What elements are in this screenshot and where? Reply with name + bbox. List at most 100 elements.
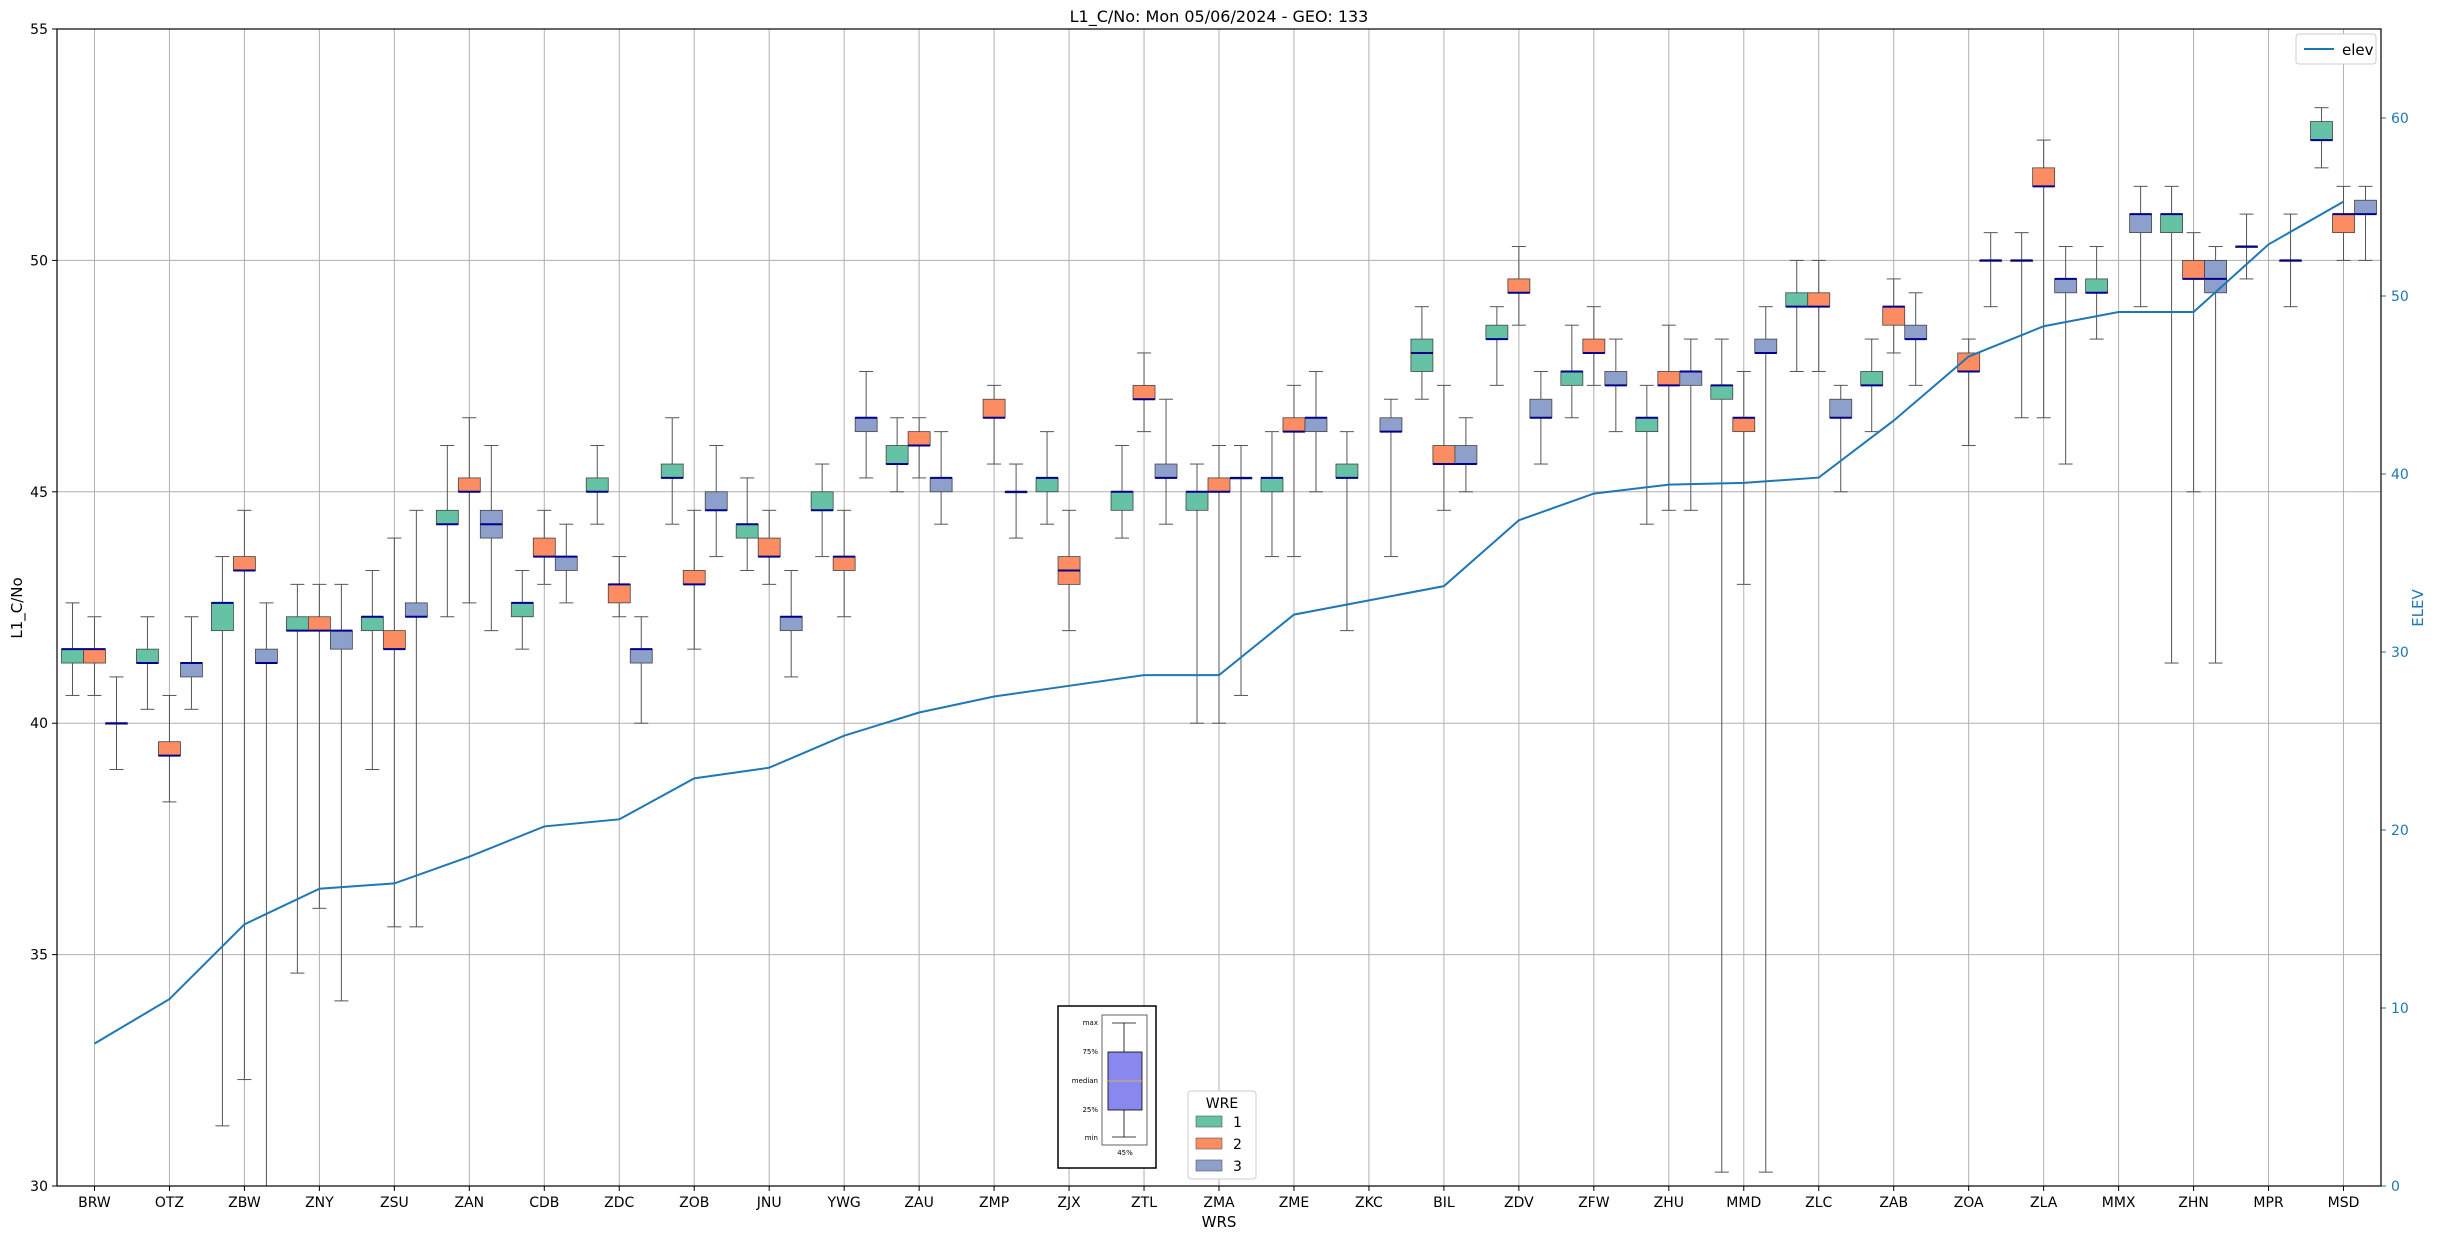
y-tick-label: 50 xyxy=(30,253,48,269)
wre-legend-swatch-2 xyxy=(1195,1137,1223,1150)
box-wre-2-CDB xyxy=(532,509,556,585)
box-body xyxy=(757,537,781,557)
box-wre-3-ZKC xyxy=(1379,398,1403,558)
x-tick-label: MMD xyxy=(1726,1195,1761,1211)
box-wre-1-ZMA xyxy=(1185,463,1209,724)
x-tick-label: MSD xyxy=(2328,1195,2360,1211)
x-tick-label: ZMP xyxy=(979,1195,1009,1211)
box-body xyxy=(61,648,84,664)
box-wre-2-ZHU xyxy=(1657,324,1681,511)
box-body xyxy=(1732,417,1756,433)
x-axis-label: WRS xyxy=(1202,1213,1237,1231)
key-label-q1: 25% xyxy=(1082,1106,1098,1114)
x-tick-label: ZBW xyxy=(228,1195,261,1211)
box-wre-3-ZAN xyxy=(479,445,503,632)
box-wre-3-MSD xyxy=(2354,185,2377,261)
box-wre-1-ZAB xyxy=(1860,338,1884,433)
box-wre-2-BRW xyxy=(83,616,106,696)
x-tick-label: ZDV xyxy=(1504,1195,1534,1211)
box-body xyxy=(1860,371,1884,386)
x-tick-label: ZLA xyxy=(2030,1195,2058,1211)
box-body xyxy=(1485,324,1509,340)
box-body xyxy=(2310,121,2333,141)
box-wre-3-ZOB xyxy=(704,445,728,558)
box-wre-1-OTZ xyxy=(136,616,159,710)
key-label-max: max xyxy=(1083,1019,1098,1027)
x-tick-label: ZMA xyxy=(1203,1195,1235,1211)
box-body xyxy=(83,648,106,664)
x-tick-label: ZTL xyxy=(1131,1195,1157,1211)
box-wre-1-BRW xyxy=(61,602,84,696)
y-tick-label: 40 xyxy=(30,716,48,732)
box-body xyxy=(1154,463,1178,479)
box-wre-3-ZFW xyxy=(1604,338,1628,433)
box-wre-2-ZLA xyxy=(2032,139,2056,419)
box-wre-3-ZNY xyxy=(329,583,353,1002)
box-wre-1-ZHN xyxy=(2160,185,2183,664)
box-wre-3-ZBW xyxy=(255,602,278,1187)
box-body xyxy=(885,445,909,465)
box-wre-1-ZBW xyxy=(211,556,234,1127)
box-wre-1-ZFW xyxy=(1560,324,1584,419)
box-body xyxy=(982,398,1006,419)
box-body xyxy=(457,477,481,493)
box-wre-3-ZMA xyxy=(1229,445,1253,696)
box-wre-2-ZAN xyxy=(457,417,481,604)
box-body xyxy=(329,630,353,650)
box-wre-2-ZAB xyxy=(1882,278,1906,354)
x-tick-label: ZDC xyxy=(604,1195,634,1211)
box-body xyxy=(2332,213,2355,234)
box-wre-2-ZOA xyxy=(1957,338,1981,447)
elev-line xyxy=(93,200,2345,1045)
box-body xyxy=(2182,259,2205,280)
y-axis-right-label: ELEV xyxy=(2409,588,2427,626)
box-body xyxy=(1282,417,1306,433)
box-wre-2-YWG xyxy=(832,509,856,618)
box-body xyxy=(2204,259,2227,294)
box-wre-1-ZJX xyxy=(1035,431,1059,525)
x-tick-label: ZFW xyxy=(1578,1195,1610,1211)
x-tick-label: ZME xyxy=(1279,1195,1310,1211)
box-body xyxy=(1582,338,1606,354)
box-body xyxy=(1657,371,1681,386)
box-wre-2-ZDC xyxy=(607,556,631,618)
box-body xyxy=(832,556,856,571)
box-wre-2-ZMP xyxy=(982,384,1006,465)
box-wre-1-MSD xyxy=(2310,107,2333,169)
box-body xyxy=(1432,445,1456,465)
y-right-tick-label: 20 xyxy=(2391,823,2409,839)
box-wre-1-ZAU xyxy=(885,417,909,493)
box-body xyxy=(435,509,459,525)
x-tick-label: ZHU xyxy=(1654,1195,1684,1211)
box-wre-3-OTZ xyxy=(180,616,203,710)
box-body xyxy=(1904,324,1928,340)
box-wre-1-ZDV xyxy=(1485,306,1509,386)
box-wre-3-ZTL xyxy=(1154,398,1178,525)
box-wre-1-ZLC xyxy=(1785,259,1809,372)
box-body xyxy=(629,648,653,664)
box-body xyxy=(1335,463,1359,479)
box-wre-2-MMD xyxy=(1732,370,1756,585)
box-body xyxy=(2354,199,2377,215)
box-wre-3-ZDC xyxy=(629,616,653,724)
x-tick-label: ZOA xyxy=(1954,1195,1984,1211)
box-body xyxy=(255,648,278,664)
box-wre-1-ZAN xyxy=(435,445,459,618)
box-wre-3-MMD xyxy=(1754,306,1778,1173)
box-wre-1-MPR xyxy=(2235,213,2258,280)
box-wre-2-ZBW xyxy=(233,509,256,1081)
box-wre-1-ZLA xyxy=(2010,232,2034,419)
box-body xyxy=(136,648,159,664)
box-body xyxy=(1132,384,1156,400)
box-body xyxy=(1882,306,1906,326)
box-wre-2-ZAU xyxy=(907,417,931,479)
box-body xyxy=(211,602,234,632)
box-body xyxy=(1785,292,1809,308)
x-tick-label: MPR xyxy=(2253,1195,2284,1211)
box-wre-1-MMX xyxy=(2085,246,2109,340)
x-tick-label: ZJX xyxy=(1057,1195,1081,1211)
box-wre-2-ZOB xyxy=(682,509,706,650)
x-tick-label: OTZ xyxy=(155,1195,184,1211)
box-wre-1-BIL xyxy=(1410,306,1434,400)
y-right-tick-label: 30 xyxy=(2391,645,2409,661)
